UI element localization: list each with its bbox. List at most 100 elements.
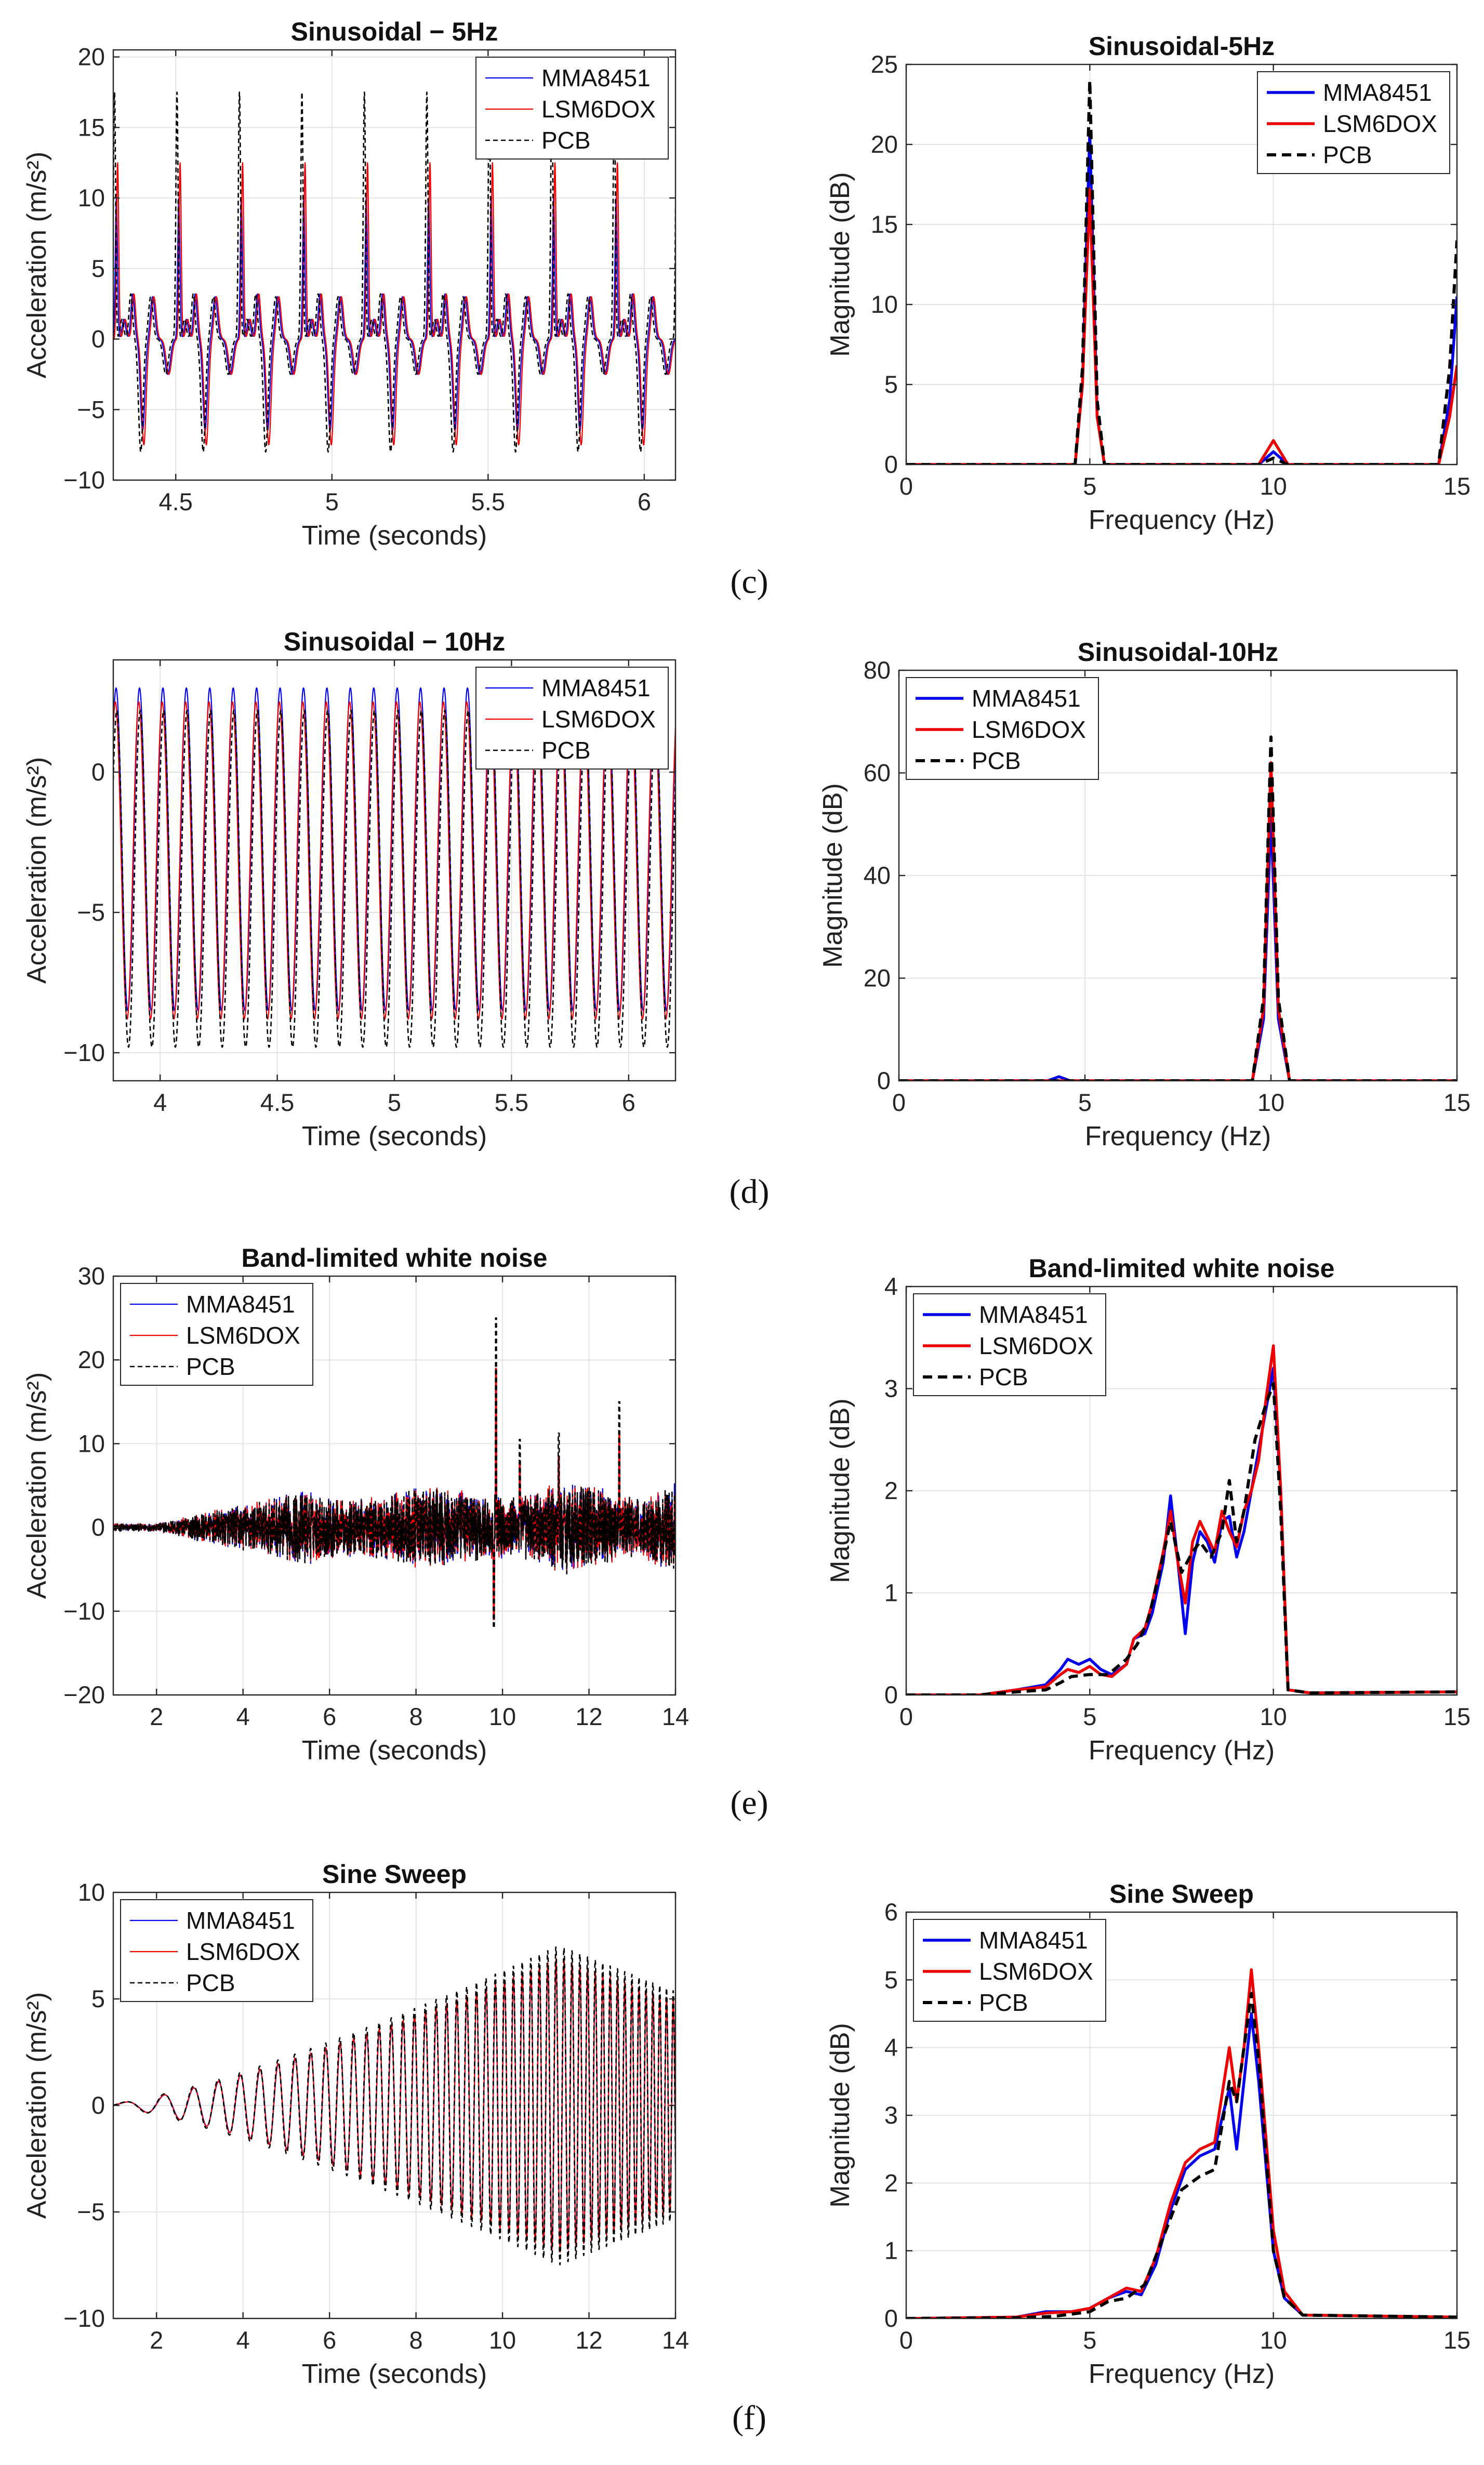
x-tick-label: 15 — [1443, 472, 1470, 500]
series-mma8451-line — [906, 1367, 1457, 1695]
series-pcb-line — [906, 1992, 1457, 2318]
legend-box — [120, 1283, 313, 1386]
x-tick-label: 4 — [236, 1703, 250, 1730]
plot-area — [113, 1946, 675, 2265]
legend-box — [475, 57, 669, 160]
x-tick-label: 6 — [323, 2326, 336, 2354]
x-tick-label: 0 — [899, 1703, 913, 1730]
legend: MMA8451 LSM6DOX PCB — [475, 57, 669, 160]
y-tick-label: −10 — [63, 1039, 105, 1066]
chart-title: Sinusoidal-5Hz — [1089, 32, 1275, 61]
chart-title: Band-limited white noise — [1029, 1254, 1335, 1283]
y-tick-label: 0 — [884, 1681, 898, 1708]
legend: MMA8451 LSM6DOX PCB — [913, 1919, 1106, 2022]
panel-label-d: (d) — [729, 1173, 770, 1211]
y-tick-label: 0 — [91, 2091, 105, 2119]
y-tick-label: 0 — [884, 450, 898, 478]
series-lsm6dox-line — [906, 1344, 1457, 1695]
x-tick-label: 2 — [150, 2326, 163, 2354]
x-tick-label: 12 — [575, 1703, 602, 1730]
y-tick-label: 5 — [884, 370, 898, 398]
y-axis-label: Acceleration (m/s²) — [22, 1992, 52, 2219]
legend-entry-label: MMA8451 — [541, 64, 651, 91]
axes-frame — [112, 49, 677, 481]
series-lsm6dox-line — [899, 761, 1457, 1081]
x-tick-label: 5.5 — [471, 488, 505, 515]
legend: MMA8451 LSM6DOX PCB — [906, 677, 1099, 780]
y-tick-label: 3 — [884, 1375, 898, 1402]
y-tick-label: 25 — [871, 50, 898, 78]
legend-entry-label: LSM6DOX — [979, 1332, 1093, 1359]
y-tick-label: 0 — [91, 1514, 105, 1541]
series-mma8451-line — [906, 2012, 1457, 2318]
y-tick-label: 20 — [78, 1346, 105, 1373]
x-axis-label: Time (seconds) — [302, 521, 487, 551]
plot-area — [906, 1344, 1457, 1695]
x-tick-label: 10 — [489, 1703, 516, 1730]
series-pcb-line — [113, 709, 675, 1048]
x-tick-label: 15 — [1443, 1089, 1470, 1116]
chart-title: Band-limited white noise — [242, 1243, 548, 1273]
legend-entry-label: MMA8451 — [979, 1301, 1088, 1328]
y-axis-label: Magnitude (dB) — [825, 1398, 855, 1583]
y-tick-label: 30 — [78, 1262, 105, 1290]
y-tick-label: 4 — [884, 1273, 898, 1300]
legend-entry-label: PCB — [186, 1969, 235, 1996]
chart-e-time: 2 4 6 8 10 12 14 −20 −10 0 10 20 30 Band-limited whit… — [22, 1243, 689, 1766]
y-axis-label: Acceleration (m/s²) — [22, 1372, 52, 1599]
legend-entry-label: MMA8451 — [972, 685, 1081, 712]
legend: MMA8451 LSM6DOX PCB — [120, 1899, 313, 2002]
x-tick-label: 8 — [409, 1703, 423, 1730]
x-axis-label: Frequency (Hz) — [1089, 1735, 1275, 1766]
y-tick-label: 5 — [91, 255, 105, 282]
chart-e-freq: 0 5 10 15 0 1 2 3 4 Band-limited white noise Frequ… — [825, 1254, 1470, 1766]
y-tick-label: 2 — [884, 1477, 898, 1504]
series-mma8451-line — [899, 812, 1457, 1081]
y-axis-label: Acceleration (m/s²) — [22, 757, 52, 984]
y-tick-label: 10 — [78, 184, 105, 211]
y-tick-label: 15 — [78, 113, 105, 141]
y-tick-label: 40 — [864, 862, 891, 889]
x-tick-label: 12 — [575, 2326, 602, 2354]
legend: MMA8451 LSM6DOX PCB — [475, 667, 669, 770]
legend-entry-label: MMA8451 — [541, 674, 651, 701]
chart-c-time: 4.5 5 5.5 6 −10 −5 0 5 10 15 20 Sinusoidal − 5Hz Tim… — [22, 17, 677, 551]
x-tick-label: 14 — [662, 2326, 689, 2354]
series-lsm6dox-line — [906, 1968, 1457, 2318]
axes-frame — [112, 1275, 677, 1696]
y-tick-label: −20 — [63, 1681, 105, 1708]
y-tick-label: −10 — [63, 2304, 105, 2332]
x-tick-label: 6 — [638, 488, 651, 515]
chart-d-time: 4 4.5 5 5.5 6 −10 −5 0 Sinusoidal − 10Hz Time (se… — [22, 627, 677, 1151]
chart-title: Sine Sweep — [322, 1860, 467, 1889]
x-axis-label: Frequency (Hz) — [1085, 1121, 1271, 1151]
panel-label-c: (c) — [730, 563, 769, 601]
y-tick-label: 0 — [877, 1067, 891, 1094]
y-tick-label: 4 — [884, 2034, 898, 2061]
y-axis-label: Magnitude (dB) — [825, 2023, 855, 2208]
x-tick-label: 10 — [1260, 472, 1287, 500]
chart-d-freq: 0 5 10 15 0 20 40 60 80 Sinusoidal-10Hz Frequency … — [818, 638, 1470, 1151]
y-tick-label: −10 — [63, 1597, 105, 1625]
y-axis-label: Magnitude (dB) — [825, 172, 855, 357]
legend-entry-label: PCB — [979, 1363, 1028, 1390]
x-tick-label: 5 — [325, 488, 339, 515]
legend-entry-label: LSM6DOX — [972, 716, 1086, 743]
x-tick-label: 5 — [1083, 1703, 1096, 1730]
y-tick-label: 20 — [78, 43, 105, 71]
y-tick-label: 0 — [91, 325, 105, 353]
x-tick-label: 10 — [1260, 2326, 1287, 2354]
x-tick-label: 0 — [892, 1089, 906, 1116]
y-tick-label: 1 — [884, 1579, 898, 1607]
y-tick-label: 0 — [884, 2304, 898, 2332]
x-tick-label: 10 — [1257, 1089, 1284, 1116]
x-tick-label: 15 — [1443, 1703, 1470, 1730]
series-pcb-line — [113, 91, 675, 453]
x-tick-label: 15 — [1443, 2326, 1470, 2354]
legend-entry-label: PCB — [972, 747, 1021, 774]
y-tick-label: 5 — [91, 1985, 105, 2012]
series-pcb-line — [113, 1946, 675, 2265]
y-tick-label: −5 — [77, 898, 105, 926]
series-lsm6dox-line — [113, 162, 675, 446]
y-tick-label: 60 — [864, 759, 891, 787]
